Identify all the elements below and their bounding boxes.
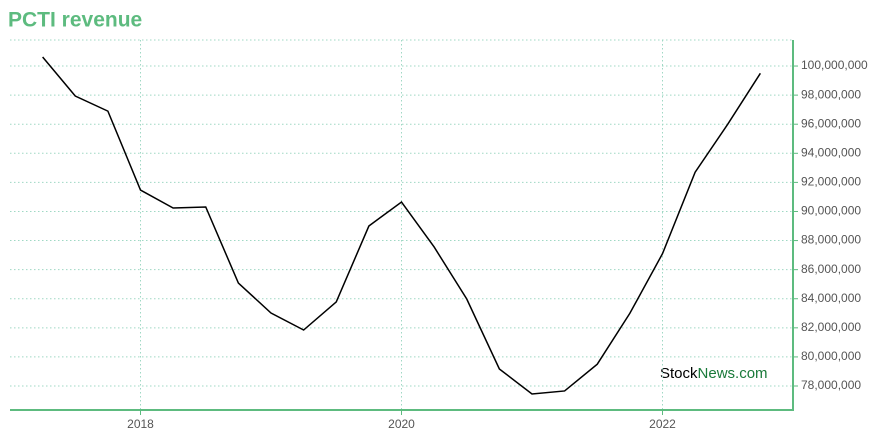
chart-title: PCTI revenue bbox=[8, 9, 142, 32]
y-tick-label: 82,000,000 bbox=[801, 320, 861, 334]
x-tick-label: 2022 bbox=[649, 417, 676, 431]
y-tick-label: 94,000,000 bbox=[801, 145, 861, 159]
y-tick-label: 78,000,000 bbox=[801, 378, 861, 392]
y-tick-label: 86,000,000 bbox=[801, 262, 861, 276]
x-tick-label: 2018 bbox=[127, 417, 154, 431]
watermark-stock: Stock bbox=[660, 365, 698, 382]
line bbox=[42, 56, 762, 395]
y-tick-label: 100,000,000 bbox=[801, 58, 868, 72]
y-tick-label: 84,000,000 bbox=[801, 291, 861, 305]
y-tick-label: 80,000,000 bbox=[801, 349, 861, 363]
y-tick-label: 92,000,000 bbox=[801, 175, 861, 189]
watermark: StockNews.com bbox=[660, 365, 768, 382]
watermark-news: News.com bbox=[698, 365, 768, 382]
x-tick-label: 2020 bbox=[388, 417, 415, 431]
y-tick-label: 98,000,000 bbox=[801, 87, 861, 101]
y-tick-label: 90,000,000 bbox=[801, 204, 861, 218]
y-tick-label: 96,000,000 bbox=[801, 116, 861, 130]
y-tick-label: 88,000,000 bbox=[801, 233, 861, 247]
